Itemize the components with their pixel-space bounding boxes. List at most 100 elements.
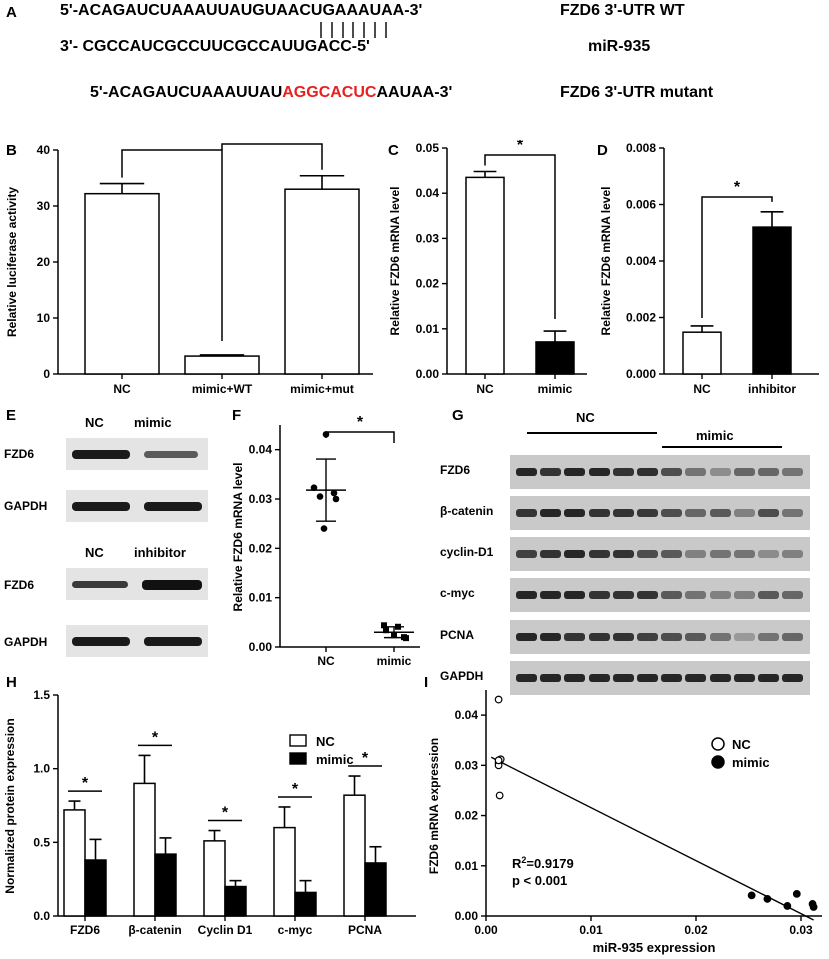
blot-g-row-label: cyclin-D1 [440, 545, 494, 559]
blot-g-row-label: FZD6 [440, 463, 470, 477]
band [144, 502, 202, 511]
blot-e-bottom-header-inhibitor: inhibitor [134, 545, 186, 560]
blot-g-row-label: c-myc [440, 586, 475, 600]
bar [273, 826, 296, 917]
mutant-label: FZD6 3'-UTR mutant [560, 84, 714, 101]
band [661, 509, 683, 517]
band [588, 591, 610, 599]
bar [343, 794, 366, 917]
x-tick-label: FZD6 [70, 923, 100, 937]
data-point [330, 489, 338, 497]
band [564, 633, 586, 641]
blot-e-top-header-mimic: mimic [134, 415, 172, 430]
chart-f-fzd6-mrna-scatter: 0.00 0.01 0.02 0.03 0.04 Relative FZD6 mRNA l… [231, 414, 420, 668]
y-axis-label: Relative FZD6 mRNA level [599, 187, 613, 336]
y-tick-label: 0.02 [455, 809, 479, 823]
y-axis-label: Relative FZD6 mRNA level [231, 463, 245, 612]
band [685, 674, 707, 682]
band [709, 468, 731, 476]
significance-star: * [734, 179, 741, 196]
significance-bracket [325, 431, 395, 443]
band [782, 591, 804, 599]
legend-label: NC [316, 734, 335, 749]
legend-label: NC [732, 737, 751, 752]
band [661, 468, 683, 476]
data-point [783, 902, 792, 910]
bar [84, 192, 160, 375]
y-tick-label: 0.04 [455, 708, 479, 722]
y-tick-label: 0.008 [626, 141, 656, 155]
blot-e-row-fzd6-2: FZD6 [4, 578, 34, 592]
blot-e-gapdh-strip [66, 490, 208, 522]
panel-label-i: I [424, 674, 429, 691]
y-tick-label: 0.02 [416, 277, 440, 291]
band [72, 637, 130, 646]
bar [133, 782, 156, 917]
band [733, 591, 755, 599]
bar [294, 891, 317, 917]
x-tick-label: NC [476, 382, 494, 396]
band [516, 509, 537, 517]
y-tick-label: 0.0 [33, 909, 50, 923]
significance-star: * [169, 140, 176, 149]
band [685, 591, 707, 599]
y-tick-label: 0.03 [416, 231, 440, 245]
data-point [763, 895, 772, 903]
y-tick-label: 1.0 [33, 762, 50, 776]
y-axis-label: FZD6 mRNA expression [427, 738, 441, 874]
band [144, 637, 202, 646]
band [516, 550, 537, 558]
band [637, 674, 658, 682]
r-squared-annotation: R2=0.9179 [512, 855, 574, 871]
data-point [381, 622, 387, 629]
band [685, 468, 707, 476]
significance-bracket [221, 143, 323, 170]
blot-g-row-label: GAPDH [440, 669, 484, 683]
x-tick-label: 0.02 [684, 923, 708, 937]
bar [203, 840, 226, 917]
bar [465, 176, 505, 375]
band [540, 550, 562, 558]
band [564, 591, 586, 599]
data-point [332, 495, 340, 503]
band [142, 580, 202, 590]
y-axis-label: Normalized protein expression [3, 718, 17, 893]
panel-label-f: F [232, 407, 242, 424]
band [782, 633, 804, 641]
significance-star: * [269, 140, 276, 143]
y-tick-label: 0.04 [249, 443, 273, 457]
blot-g-header-mimic: mimic [696, 428, 734, 443]
band [612, 509, 634, 517]
data-point [809, 903, 818, 911]
y-tick-label: 0.02 [249, 541, 273, 555]
y-tick-label: 0.03 [249, 492, 273, 506]
data-point [310, 484, 318, 491]
y-tick-label: 40 [37, 143, 51, 157]
x-tick-label: 0.00 [474, 923, 498, 937]
significance-bracket [701, 196, 773, 318]
pairing-lines [320, 22, 387, 38]
band [709, 509, 731, 517]
regression-line [490, 756, 814, 921]
band [637, 633, 658, 641]
blot-e-fzd6-strip [66, 438, 208, 470]
band [758, 674, 779, 682]
y-tick-label: 0.002 [626, 311, 656, 325]
mutant-seq-highlight: AGGCACUC [282, 84, 377, 101]
chart-d-fzd6-mrna: 0.000 0.002 0.004 0.006 0.008 Relative FZD6 m… [599, 141, 819, 396]
legend-marker [711, 755, 725, 769]
significance-star: * [517, 140, 524, 154]
data-point [792, 890, 801, 898]
band [588, 550, 610, 558]
band [661, 633, 683, 641]
data-point [403, 635, 409, 642]
significance-bracket [484, 154, 556, 320]
data-point [391, 632, 397, 639]
mir-sequence: 3'- CGCCAUCGCCUUCGCCAUUGACC-5' [60, 38, 370, 55]
band [709, 591, 731, 599]
data-point [494, 756, 503, 765]
y-tick-label: 0.004 [626, 254, 656, 268]
x-tick-label: mimic+WT [192, 382, 253, 396]
bar [184, 355, 260, 375]
band [733, 550, 755, 558]
